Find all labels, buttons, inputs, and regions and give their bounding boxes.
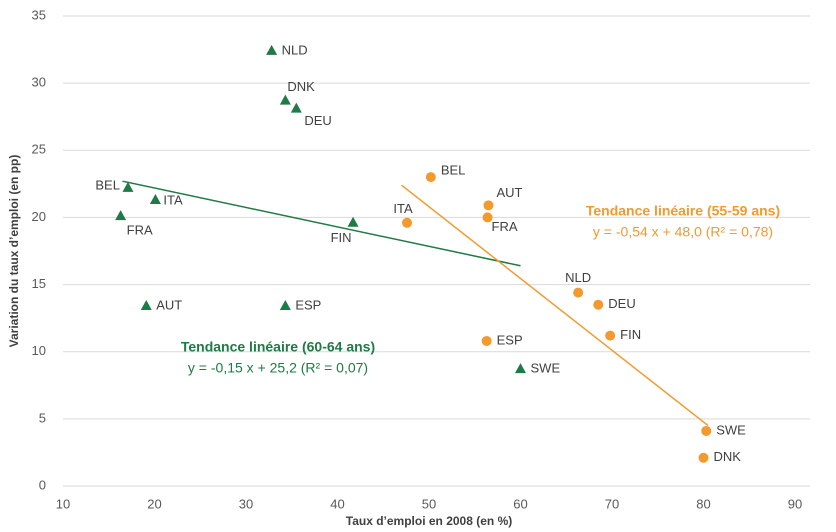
- triangle-marker: [279, 300, 291, 311]
- point-label: AUT: [496, 185, 522, 200]
- point-label: DNK: [714, 449, 742, 464]
- triangle-marker: [290, 102, 302, 113]
- triangle-marker: [266, 44, 278, 55]
- circle-marker: [701, 425, 712, 436]
- point-label: FRA: [492, 219, 518, 234]
- trend-equation: y = -0,54 x + 48,0 (R² = 0,78): [593, 224, 773, 240]
- point-label: ESP: [497, 332, 523, 347]
- point-label: SWE: [716, 422, 746, 437]
- triangle-marker: [515, 363, 526, 374]
- circle-marker: [481, 335, 492, 346]
- x-tick-label: 60: [513, 496, 527, 511]
- point-label: AUT: [156, 297, 182, 312]
- x-tick-label: 90: [788, 496, 802, 511]
- point-label: FRA: [127, 223, 153, 238]
- point-label: NLD: [282, 42, 308, 57]
- x-tick-label: 80: [696, 496, 710, 511]
- point-label: SWE: [531, 361, 561, 376]
- x-tick-label: 20: [147, 496, 161, 511]
- y-tick-label: 10: [32, 343, 46, 358]
- point-label: BEL: [441, 163, 466, 178]
- y-axis-title: Variation du taux d’emploi (en pp): [7, 155, 21, 348]
- trend-line: [122, 180, 521, 267]
- point-label: FIN: [620, 327, 641, 342]
- y-tick-label: 35: [32, 7, 46, 22]
- point-label: DEU: [608, 296, 635, 311]
- triangle-marker: [279, 94, 291, 105]
- triangle-marker: [149, 193, 161, 204]
- point-label: ESP: [295, 297, 321, 312]
- circle-marker: [402, 217, 413, 228]
- circle-marker: [698, 452, 709, 463]
- y-tick-label: 25: [32, 142, 46, 157]
- x-tick-label: 50: [422, 496, 436, 511]
- x-tick-label: 10: [56, 496, 70, 511]
- trend-equation: y = -0,15 x + 25,2 (R² = 0,07): [188, 360, 368, 376]
- point-label: ITA: [393, 201, 413, 216]
- x-tick-label: 40: [330, 496, 344, 511]
- circle-marker: [482, 212, 493, 223]
- y-tick-label: 5: [39, 410, 46, 425]
- x-tick-label: 70: [605, 496, 619, 511]
- y-tick-label: 30: [32, 75, 46, 90]
- y-tick-label: 0: [39, 477, 46, 492]
- point-label: DEU: [304, 113, 331, 128]
- triangle-marker: [122, 181, 134, 192]
- point-label: BEL: [95, 177, 120, 192]
- trend-line: [401, 184, 709, 427]
- triangle-marker: [347, 216, 359, 227]
- circle-marker: [593, 299, 604, 310]
- circle-marker: [573, 287, 584, 298]
- point-label: DNK: [287, 79, 315, 94]
- y-tick-label: 15: [32, 276, 46, 291]
- circle-marker: [605, 330, 616, 341]
- point-label: NLD: [565, 270, 591, 285]
- point-label: FIN: [331, 230, 352, 245]
- triangle-marker: [140, 300, 152, 311]
- circle-marker: [425, 172, 436, 183]
- triangle-marker: [115, 210, 127, 221]
- circle-marker: [483, 200, 494, 211]
- point-label: ITA: [163, 192, 183, 207]
- y-tick-label: 20: [32, 209, 46, 224]
- trend-title: Tendance linéaire (60-64 ans): [181, 339, 375, 355]
- trend-title: Tendance linéaire (55-59 ans): [586, 203, 780, 219]
- x-axis-title: Taux d’emploi en 2008 (en %): [346, 514, 513, 528]
- x-tick-label: 30: [239, 496, 253, 511]
